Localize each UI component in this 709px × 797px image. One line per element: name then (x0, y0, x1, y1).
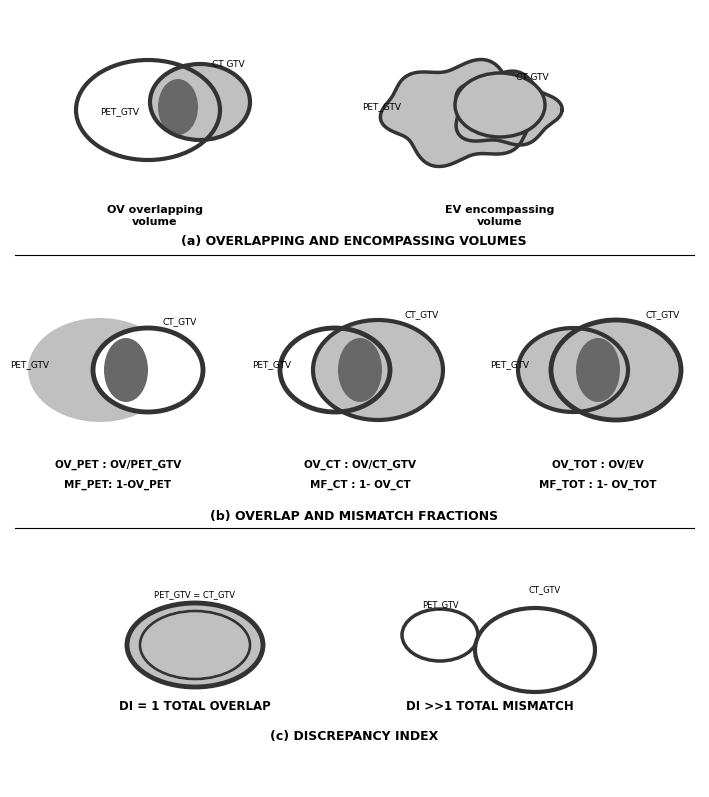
Ellipse shape (150, 64, 250, 140)
Text: PET_GTV: PET_GTV (491, 360, 530, 370)
Text: (a) OVERLAPPING AND ENCOMPASSING VOLUMES: (a) OVERLAPPING AND ENCOMPASSING VOLUMES (182, 235, 527, 248)
Ellipse shape (127, 603, 263, 687)
Ellipse shape (338, 338, 382, 402)
Ellipse shape (475, 608, 595, 692)
Text: PET_GTV: PET_GTV (11, 360, 50, 370)
Text: CT GTV: CT GTV (515, 73, 548, 81)
Ellipse shape (402, 609, 478, 661)
Text: PET_GTV = CT_GTV: PET_GTV = CT_GTV (155, 591, 235, 599)
Text: OV overlapping
volume: OV overlapping volume (107, 205, 203, 226)
Ellipse shape (551, 320, 681, 420)
Ellipse shape (313, 320, 443, 420)
Text: CT_GTV: CT_GTV (529, 586, 561, 595)
Ellipse shape (518, 328, 628, 412)
Text: OV_PET : OV/PET_GTV: OV_PET : OV/PET_GTV (55, 460, 181, 470)
Text: CT GTV: CT GTV (212, 60, 245, 69)
Ellipse shape (28, 318, 172, 422)
Text: EV encompassing
volume: EV encompassing volume (445, 205, 554, 226)
Polygon shape (380, 60, 540, 167)
Text: OV_CT : OV/CT_GTV: OV_CT : OV/CT_GTV (304, 460, 416, 470)
Ellipse shape (280, 328, 390, 412)
Text: DI >>1 TOTAL MISMATCH: DI >>1 TOTAL MISMATCH (406, 700, 574, 713)
Text: MF_CT : 1- OV_CT: MF_CT : 1- OV_CT (310, 480, 411, 490)
Text: PET_GTV: PET_GTV (422, 600, 458, 610)
Text: (c) DISCREPANCY INDEX: (c) DISCREPANCY INDEX (270, 730, 438, 743)
Polygon shape (456, 71, 562, 145)
Text: DI = 1 TOTAL OVERLAP: DI = 1 TOTAL OVERLAP (119, 700, 271, 713)
Text: MF_PET: 1-OV_PET: MF_PET: 1-OV_PET (65, 480, 172, 490)
Text: OV_TOT : OV/EV: OV_TOT : OV/EV (552, 460, 644, 470)
Text: PET_GTV: PET_GTV (362, 103, 401, 112)
Ellipse shape (76, 60, 220, 160)
Ellipse shape (93, 328, 203, 412)
Ellipse shape (455, 73, 545, 137)
Text: PET_GTV: PET_GTV (101, 108, 140, 116)
Text: CT_GTV: CT_GTV (405, 311, 439, 320)
Text: PET_GTV: PET_GTV (252, 360, 291, 370)
Text: CT_GTV: CT_GTV (163, 317, 197, 327)
Ellipse shape (158, 79, 198, 135)
Ellipse shape (104, 338, 148, 402)
Text: CT_GTV: CT_GTV (646, 311, 680, 320)
Text: (b) OVERLAP AND MISMATCH FRACTIONS: (b) OVERLAP AND MISMATCH FRACTIONS (210, 510, 498, 523)
Text: MF_TOT : 1- OV_TOT: MF_TOT : 1- OV_TOT (540, 480, 657, 490)
Ellipse shape (576, 338, 620, 402)
Ellipse shape (140, 611, 250, 679)
